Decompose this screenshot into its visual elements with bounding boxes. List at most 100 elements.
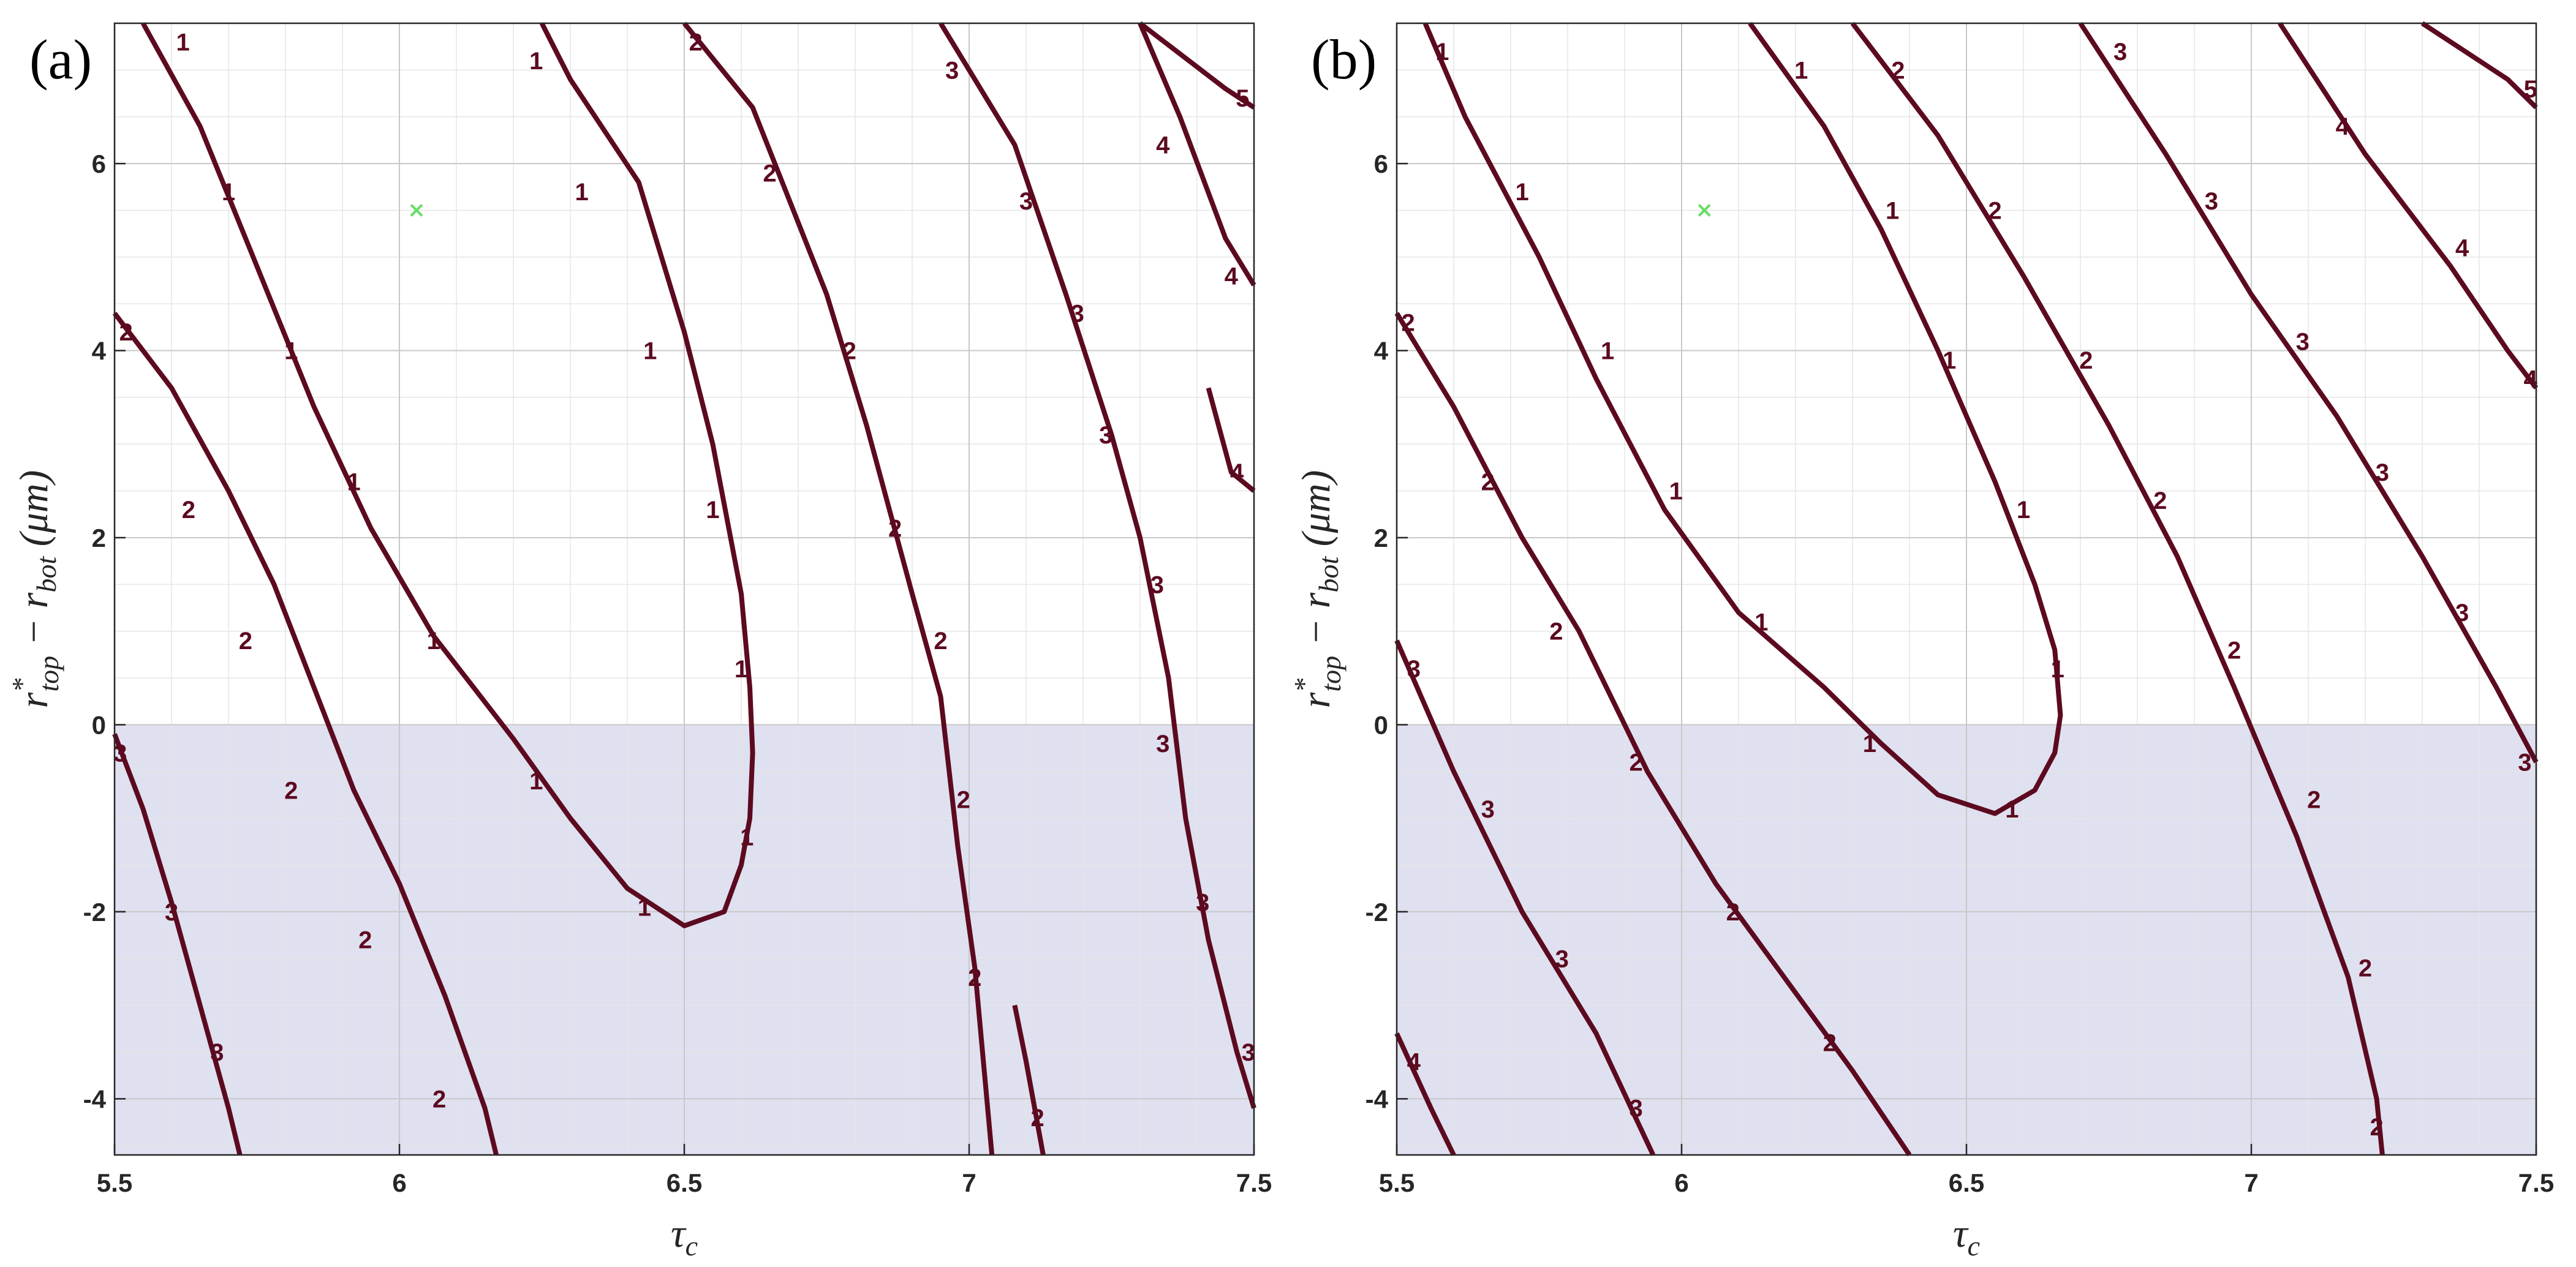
contour-line-level-4 (1394, 1032, 1456, 1156)
y-tick-label: -4 (83, 1085, 107, 1113)
contour-label: 3 (2205, 188, 2218, 215)
contour-label: 3 (113, 740, 127, 767)
contour-label: 1 (1754, 609, 1768, 636)
contour-label: 3 (2376, 459, 2389, 486)
contour-label: 2 (1726, 899, 1740, 926)
contour-label: 3 (1196, 890, 1209, 917)
contour-label: 4 (2455, 235, 2469, 262)
contour-label: 1 (735, 656, 748, 683)
contour-label: 2 (1481, 468, 1495, 495)
contour-line-level-1 (1422, 21, 2063, 816)
contour-label: 2 (2370, 1114, 2383, 1141)
contour-label: 2 (2153, 487, 2167, 514)
contour-label: 3 (1407, 656, 1421, 683)
contour-label: 2 (2307, 787, 2321, 814)
contour-label: 4 (2336, 113, 2350, 140)
contour-label: 2 (843, 338, 856, 365)
contour-line-level-3 (2078, 21, 2539, 764)
y-tick-label: -4 (1365, 1085, 1389, 1113)
contour-label: 2 (957, 787, 970, 814)
y-tick-label: 6 (1374, 149, 1388, 178)
contour-label: 1 (176, 29, 189, 56)
contour-label: 2 (763, 160, 776, 187)
contour-label: 3 (945, 57, 959, 84)
contour-label: 1 (347, 468, 360, 495)
contour-label: 2 (119, 319, 132, 346)
panel-label: (a) (29, 28, 92, 91)
y-tick-label: -2 (1365, 898, 1388, 927)
contour-label: 1 (1863, 731, 1876, 758)
contour-label: 1 (1435, 39, 1449, 66)
contour-line-level-2 (1850, 21, 2385, 1156)
x-tick-label: 5.5 (97, 1168, 132, 1197)
contour-label: 3 (1481, 796, 1495, 823)
y-tick-label: 4 (1374, 337, 1389, 366)
contour-label: 5 (2524, 76, 2537, 103)
x-axis-label: τc (671, 1211, 698, 1261)
y-tick-label: 2 (1374, 524, 1388, 552)
contour-label: 2 (1549, 618, 1563, 645)
x-tick-label: 7.5 (1236, 1168, 1272, 1197)
contour-label: 2 (1891, 57, 1905, 84)
contour-label: 1 (740, 824, 754, 851)
marker-x (410, 204, 423, 217)
contour-line-level-4 (1206, 387, 1256, 493)
contour-label: 2 (2359, 955, 2372, 982)
contour-label: 4 (1225, 263, 1239, 290)
y-tick-label: 0 (92, 710, 106, 739)
contour-label: 2 (2079, 347, 2093, 374)
contour-line-level-5 (2420, 21, 2538, 110)
contour-line-level-2 (112, 312, 499, 1156)
contour-label: 2 (239, 628, 252, 655)
contour-label: 1 (222, 179, 235, 206)
contour-label: 1 (2005, 796, 2019, 823)
contour-label: 2 (1401, 310, 1415, 337)
contour-label: 1 (706, 497, 719, 524)
contour-label: 2 (1823, 1030, 1837, 1057)
x-tick-label: 6 (1674, 1168, 1688, 1197)
y-tick-label: 4 (92, 337, 107, 366)
chart-panel-2: 2 2 2 2 2 2 3 3 3 3 4 1 1 1 1 1 1 1 1 1 1 1 1 2 2 2 2 2 2 2 2 3 3 3 3 3 3 4 4 4… (1288, 21, 2554, 1261)
contour-label: 1 (529, 48, 543, 75)
y-tick-label: 0 (1374, 710, 1388, 739)
contour-label: 1 (427, 628, 440, 655)
contour-line-level-3 (112, 733, 243, 1156)
x-axis-label: τc (1953, 1211, 1980, 1261)
x-tick-label: 6 (392, 1168, 406, 1197)
contour-line-level-5 (1138, 21, 1256, 110)
x-tick-label: 5.5 (1379, 1168, 1415, 1197)
y-tick-label: 6 (92, 149, 106, 178)
contour-line-level-3 (1394, 639, 1656, 1156)
y-tick-label: 2 (92, 524, 106, 552)
contour-label: 5 (1236, 85, 1249, 112)
y-axis-label: r*top − rbot (μm) (1288, 470, 1347, 709)
contour-label: 1 (1886, 197, 1899, 224)
contour-label: 2 (358, 927, 372, 954)
contour-label: 1 (1669, 478, 1683, 505)
contour-label: 1 (2017, 497, 2030, 524)
contour-label: 4 (1407, 1048, 1421, 1075)
contour-label: 2 (689, 29, 702, 56)
contour-label: 3 (1242, 1039, 1255, 1066)
contour-label: 3 (2113, 39, 2127, 66)
x-tick-label: 6.5 (667, 1168, 702, 1197)
contour-line-level-2 (1012, 1004, 1046, 1156)
contour-line-level-1 (141, 22, 755, 928)
contour-line-level-3 (939, 21, 1256, 1109)
contour-label: 3 (165, 899, 178, 926)
x-tick-label: 7 (2244, 1168, 2258, 1197)
contour-label: 3 (2296, 328, 2310, 355)
contour-label: 1 (1943, 347, 1956, 374)
contour-label: 4 (1230, 459, 1244, 486)
y-tick-label: -2 (83, 898, 106, 927)
contour-label: 3 (1150, 571, 1164, 598)
contour-label: 3 (210, 1039, 224, 1066)
x-tick-label: 7 (962, 1168, 976, 1197)
contour-label: 1 (1515, 179, 1528, 206)
contour-line-level-4 (2278, 21, 2539, 390)
contour-label: 1 (575, 179, 588, 206)
contour-label: 2 (1988, 197, 2001, 224)
contour-label: 2 (432, 1086, 446, 1113)
contour-label: 3 (1555, 946, 1569, 972)
